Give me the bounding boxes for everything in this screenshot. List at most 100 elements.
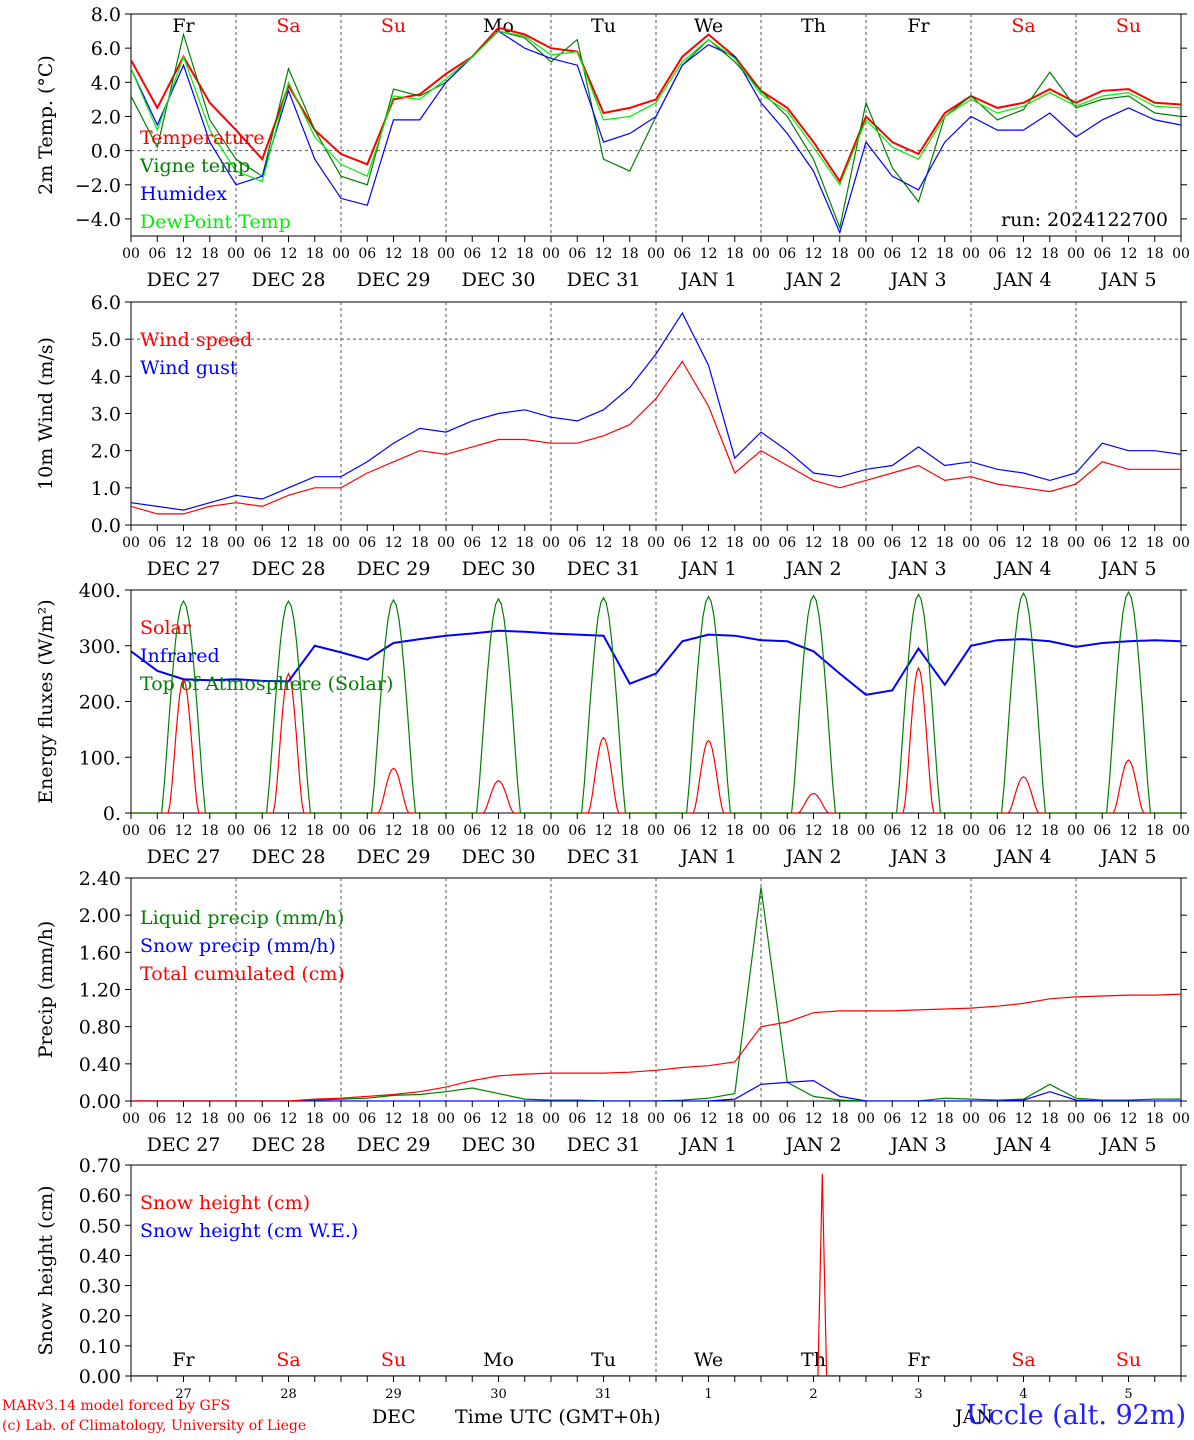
hour-tick-label: 18 (306, 823, 324, 839)
date-label: JAN 1 (678, 1134, 736, 1156)
y-tick-label: 0.30 (79, 1276, 121, 1298)
series-line-temperature (131, 26, 1181, 184)
series-line-snow-height-cm- (131, 1173, 1181, 1376)
hour-tick-label: 00 (332, 823, 350, 839)
hour-tick-label: 12 (595, 823, 613, 839)
y-tick-label: −4.0 (75, 209, 121, 231)
date-label: DEC 28 (252, 558, 326, 580)
hour-tick-label: 00 (1067, 246, 1085, 262)
day-name-label: Su (381, 15, 406, 37)
hour-tick-label: 06 (673, 1111, 691, 1127)
hour-tick-label: 18 (516, 823, 534, 839)
hour-tick-label: 00 (857, 535, 875, 551)
hour-tick-label: 06 (568, 1111, 586, 1127)
hour-tick-label: 06 (883, 535, 901, 551)
date-label: JAN 3 (888, 558, 946, 580)
day-number-label: 5 (1124, 1387, 1132, 1402)
date-label: JAN 2 (783, 846, 841, 868)
hour-tick-label: 18 (306, 1111, 324, 1127)
date-label: JAN 5 (1098, 846, 1156, 868)
hour-tick-label: 06 (988, 535, 1006, 551)
hour-tick-label: 00 (332, 535, 350, 551)
y-tick-label: 6.0 (91, 292, 121, 314)
series-line-top-of-atmosphere-solar- (131, 590, 1181, 813)
day-number-label: 31 (595, 1387, 612, 1402)
date-label: JAN 3 (888, 1134, 946, 1156)
y-tick-label: 1.0 (91, 478, 121, 500)
hour-tick-label: 18 (411, 1111, 429, 1127)
hour-tick-label: 06 (253, 823, 271, 839)
day-name-label: Th (801, 15, 826, 37)
series-line-wind-speed (131, 360, 1181, 515)
y-tick-label: 100. (79, 747, 121, 769)
hour-tick-label: 18 (411, 823, 429, 839)
hour-tick-label: 18 (201, 246, 219, 262)
y-tick-label: 0.0 (91, 515, 121, 537)
panel-1: 8.0 6.0 4.0 2.0 0.0 −2.0 −4.0 2m Temp. (°C) 00 06… (35, 4, 1190, 291)
hour-tick-label: 18 (936, 535, 954, 551)
date-label: DEC 29 (357, 269, 431, 291)
legend-entry: Solar (140, 617, 192, 639)
y-tick-label: 5.0 (91, 329, 121, 351)
day-name-label: Mo (483, 15, 514, 37)
hour-tick-label: 06 (148, 1111, 166, 1127)
hour-tick-label: 00 (227, 246, 245, 262)
hour-tick-label: 00 (122, 246, 140, 262)
legend-entry: DewPoint Temp (140, 211, 291, 233)
date-label: DEC 28 (252, 1134, 326, 1156)
hour-tick-label: 18 (411, 535, 429, 551)
day-number-label: 30 (490, 1387, 507, 1402)
y-tick-label: 2.00 (79, 905, 121, 927)
hour-tick-label: 12 (385, 535, 403, 551)
legend-entry: Liquid precip (mm/h) (140, 907, 344, 929)
series-group (131, 1173, 1181, 1376)
hour-tick-label: 12 (1015, 823, 1033, 839)
date-label: JAN 5 (1098, 558, 1156, 580)
y-tick-label: 0.60 (79, 1185, 121, 1207)
y-axis-label: Energy fluxes (W/m²) (35, 599, 57, 803)
day-name-label: Sa (276, 15, 300, 37)
hour-tick-label: 00 (437, 246, 455, 262)
hour-tick-label: 12 (175, 1111, 193, 1127)
legend-entry: Snow height (cm) (140, 1192, 310, 1214)
hour-tick-label: 12 (910, 1111, 928, 1127)
day-number-label: 2 (809, 1387, 817, 1402)
date-label: DEC 30 (462, 558, 536, 580)
y-tick-label: 0. (103, 803, 121, 825)
y-tick-label: 0.00 (79, 1091, 121, 1113)
hour-tick-label: 06 (883, 823, 901, 839)
hour-tick-label: 00 (1172, 1111, 1190, 1127)
date-label: JAN 2 (783, 269, 841, 291)
hour-tick-label: 00 (1172, 823, 1190, 839)
day-name-label: Tu (591, 15, 616, 37)
hour-tick-label: 18 (411, 246, 429, 262)
hour-tick-label: 18 (516, 246, 534, 262)
date-label: JAN 5 (1098, 1134, 1156, 1156)
y-tick-label: 0.00 (79, 1366, 121, 1388)
legend-entry: Temperature (140, 127, 264, 149)
hour-tick-label: 18 (621, 246, 639, 262)
hour-tick-label: 06 (148, 535, 166, 551)
hour-tick-label: 06 (883, 1111, 901, 1127)
date-label: JAN 3 (888, 269, 946, 291)
hour-tick-label: 06 (673, 823, 691, 839)
y-axis-label: Snow height (cm) (35, 1185, 57, 1355)
hour-tick-label: 00 (122, 823, 140, 839)
series-line-humidex (131, 30, 1181, 235)
series-line-total-cumulated-cm- (131, 993, 1181, 1101)
hour-tick-label: 00 (542, 1111, 560, 1127)
hour-tick-label: 18 (1041, 823, 1059, 839)
hour-tick-label: 00 (1172, 246, 1190, 262)
hour-tick-label: 18 (201, 1111, 219, 1127)
y-tick-label: 300. (79, 636, 121, 658)
legend-entry: Total cumulated (cm) (140, 963, 345, 985)
hour-tick-label: 06 (568, 823, 586, 839)
hour-tick-label: 00 (122, 535, 140, 551)
day-name-label: Mo (483, 1349, 514, 1371)
hour-tick-label: 12 (175, 535, 193, 551)
hour-tick-label: 12 (805, 246, 823, 262)
hour-tick-label: 18 (1041, 246, 1059, 262)
hour-tick-label: 12 (1120, 823, 1138, 839)
hour-tick-label: 00 (1172, 535, 1190, 551)
